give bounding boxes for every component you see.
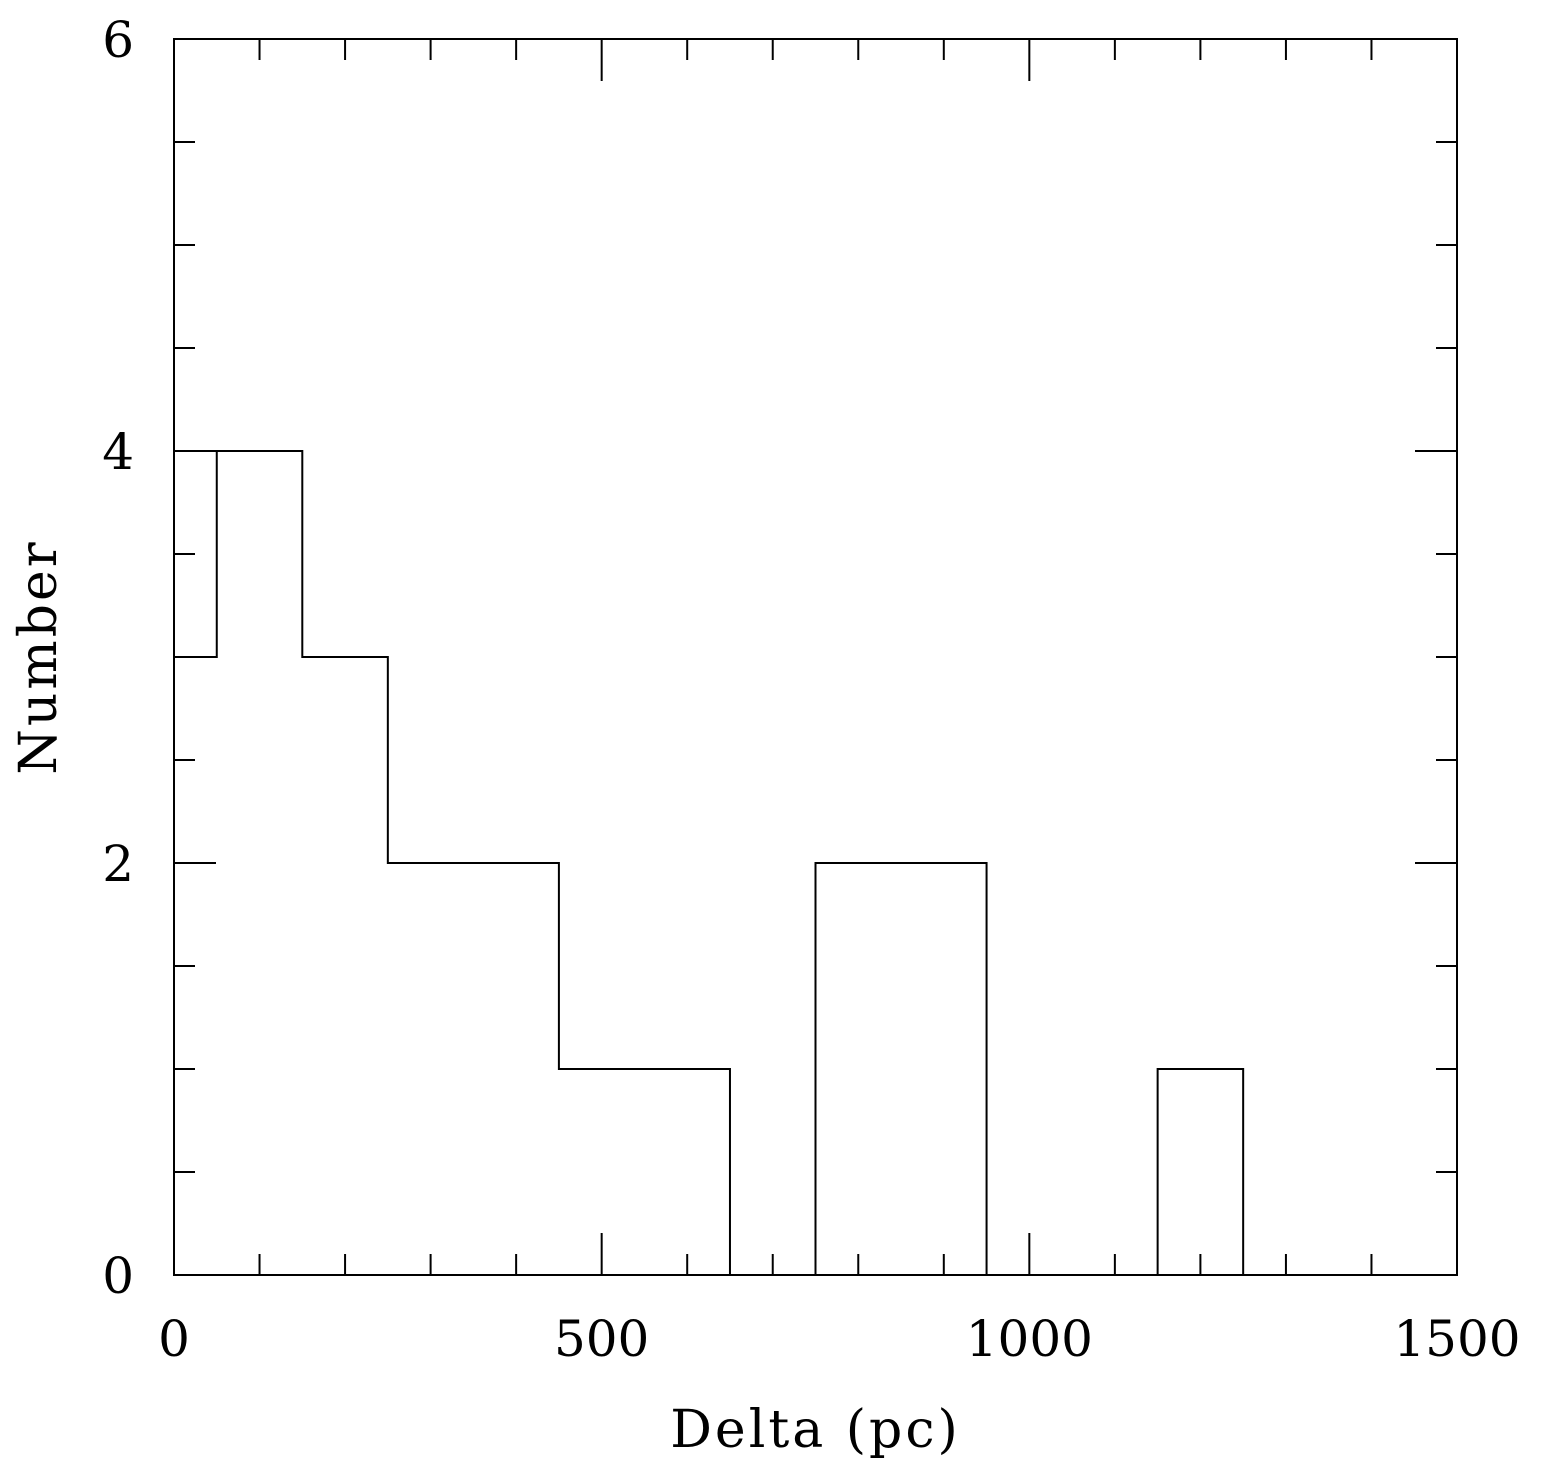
plot-frame (173, 38, 1458, 1276)
histogram-outline (173, 450, 1245, 1276)
y-tick-label: 0 (102, 1247, 134, 1305)
y-tick-label: 6 (102, 11, 134, 69)
y-tick-label: 2 (102, 835, 134, 893)
x-tick-label: 0 (158, 1310, 190, 1368)
y-axis-label: Number (9, 539, 69, 774)
x-tick-labels: 0 500 1000 1500 (158, 1310, 1521, 1368)
y-tick-labels: 0 2 4 6 (102, 11, 134, 1305)
y-tick-label: 4 (102, 423, 134, 481)
x-tick-label: 1000 (966, 1310, 1093, 1368)
x-tick-label: 1500 (1393, 1310, 1520, 1368)
x-tick-label: 500 (554, 1310, 649, 1368)
x-axis-label: Delta (pc) (670, 1400, 961, 1460)
